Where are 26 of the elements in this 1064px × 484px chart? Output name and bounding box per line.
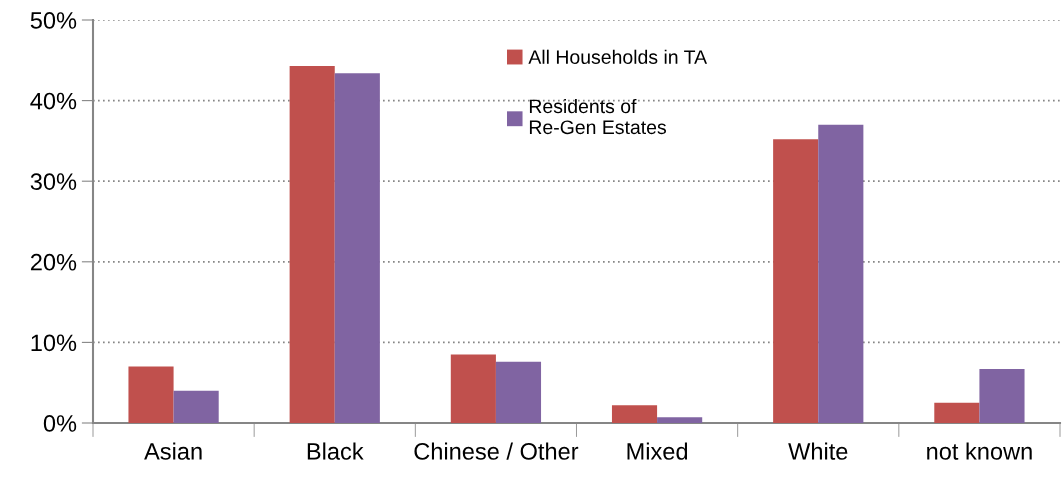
x-tick-label: Chinese / Other: [414, 442, 579, 460]
y-tick-label: 0%: [43, 415, 77, 432]
bar: [934, 402, 980, 423]
bar: [173, 390, 219, 423]
bar: [773, 139, 819, 423]
y-tick-label: 20%: [30, 253, 77, 271]
bar: [128, 366, 174, 423]
bar: [289, 65, 335, 423]
y-tick-label: 30%: [30, 173, 77, 190]
x-tick-label: Mixed: [627, 442, 688, 460]
y-tick-label: 10%: [31, 334, 77, 352]
y-tick-label: 50%: [30, 12, 77, 29]
bar: [495, 361, 542, 423]
bar: [611, 405, 658, 423]
x-tick-label: Asian: [144, 442, 202, 460]
x-tick-label: not known: [927, 442, 1032, 460]
legend-label: All Households in TA: [528, 49, 708, 64]
bar: [979, 369, 1025, 423]
bar: [657, 417, 703, 423]
x-tick-label: White: [788, 442, 848, 460]
y-tick-label: 40%: [30, 92, 77, 110]
bar: [818, 124, 864, 423]
legend-label: Residents of Re-Gen Estates: [529, 98, 666, 135]
bar: [334, 73, 380, 423]
x-tick-label: Black: [307, 442, 364, 460]
bar: [450, 354, 496, 423]
